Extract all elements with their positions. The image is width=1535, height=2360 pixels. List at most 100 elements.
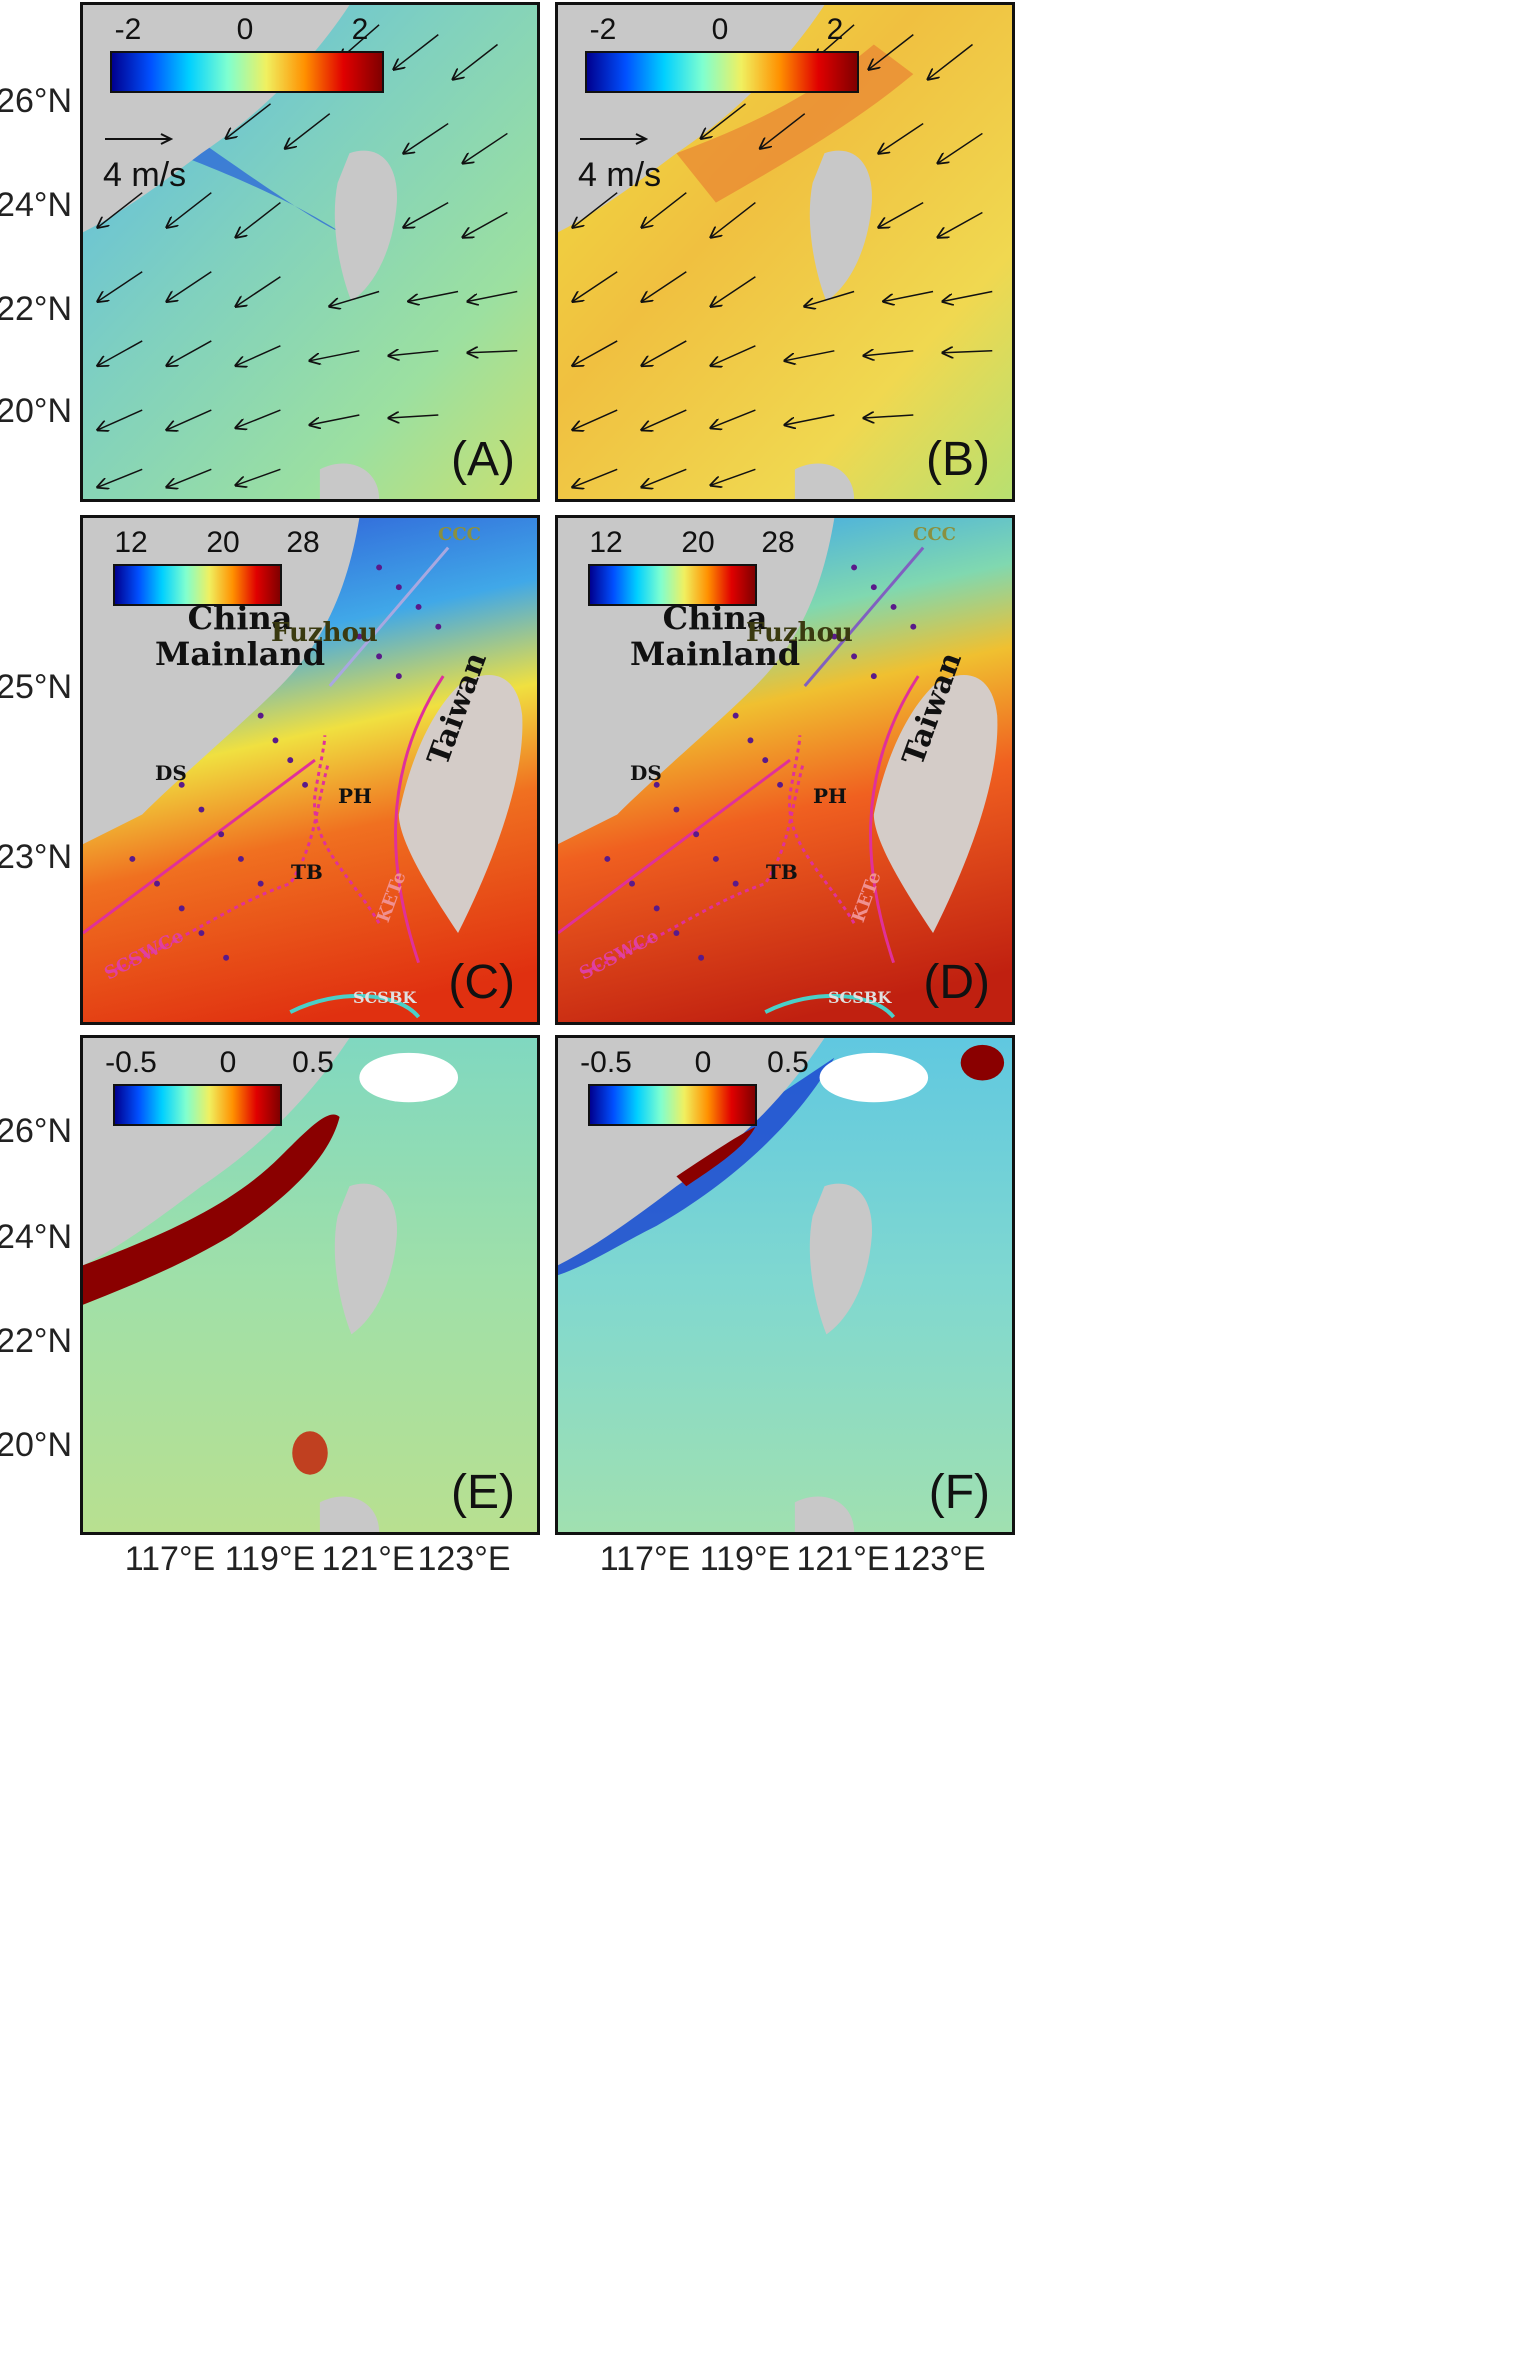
colorbar-tick: -2 bbox=[114, 13, 142, 46]
panel-f-taiwan bbox=[809, 1183, 872, 1335]
panel-f-luzon bbox=[794, 1496, 855, 1532]
panel-a-colorbar: -2 0 2 bbox=[110, 13, 390, 93]
ds-label: DS bbox=[630, 761, 662, 785]
lat-label: 25°N bbox=[0, 668, 72, 706]
scswce-arrow bbox=[83, 758, 316, 935]
panel-f-missing-data bbox=[819, 1052, 929, 1103]
colorbar-gradient bbox=[585, 51, 859, 93]
panel-e-positive-patch bbox=[292, 1431, 328, 1475]
panel-d-label: (D) bbox=[923, 956, 990, 1009]
tb-label: TB bbox=[766, 860, 798, 884]
tb-dotted-arrow bbox=[313, 735, 381, 924]
lon-label: 119°E bbox=[224, 1540, 316, 1578]
panel-b: -2 0 2 4 m/s (B) bbox=[555, 2, 1015, 502]
kete-arrow bbox=[869, 675, 920, 964]
ccc-arrow bbox=[803, 546, 925, 687]
panel-f-label: (F) bbox=[928, 1466, 990, 1519]
panel-e-label: (E) bbox=[451, 1466, 515, 1519]
panel-a-luzon bbox=[319, 463, 380, 499]
colorbar-tick: 0.5 bbox=[292, 1046, 334, 1079]
china-label: China bbox=[187, 599, 293, 637]
lon-label: 121°E bbox=[796, 1540, 890, 1578]
ccc-label: CCC bbox=[438, 524, 481, 545]
scsbk-arrow bbox=[289, 993, 421, 1019]
panel-a: -2 0 2 4 m/s (A) bbox=[80, 2, 540, 502]
colorbar-gradient bbox=[113, 564, 282, 606]
scale-arrow-icon bbox=[105, 133, 174, 145]
colorbar-tick: 0 bbox=[236, 13, 254, 46]
panel-e-missing-data bbox=[359, 1052, 459, 1103]
colorbar-tick: 0 bbox=[694, 1046, 712, 1079]
panel-f-colorbar: -0.5 0 0.5 bbox=[580, 1046, 868, 1126]
scsbk-label: SCSBK bbox=[353, 988, 417, 1007]
lon-label: 119°E bbox=[699, 1540, 791, 1578]
fuzhou-label: Fuzhou bbox=[746, 618, 853, 648]
scale-label: 4 m/s bbox=[103, 156, 187, 194]
lat-label: 22°N bbox=[0, 290, 72, 328]
panel-e-taiwan bbox=[334, 1183, 397, 1335]
colorbar-gradient bbox=[113, 1084, 282, 1126]
colorbar-tick: 12 bbox=[114, 526, 148, 559]
lat-label: 24°N bbox=[0, 186, 72, 224]
colorbar-tick: -0.5 bbox=[105, 1046, 157, 1079]
colorbar-tick: 12 bbox=[589, 526, 623, 559]
china-mainland-label: China Mainland bbox=[155, 600, 325, 672]
panel-f-positive-band bbox=[676, 1126, 756, 1187]
panel-a-wind-arrows bbox=[98, 24, 518, 487]
colorbar-tick: 0 bbox=[219, 1046, 237, 1079]
china-label: China bbox=[662, 599, 768, 637]
mainland-label: Mainland bbox=[630, 635, 801, 673]
lon-label: 123°E bbox=[417, 1540, 511, 1578]
colorbar-tick: 20 bbox=[681, 526, 715, 559]
panel-a-label: (A) bbox=[451, 433, 515, 486]
colorbar-tick: 28 bbox=[761, 526, 795, 559]
panel-c-stations bbox=[129, 564, 442, 961]
ccc-arrow bbox=[328, 546, 450, 687]
china-mainland-label: China Mainland bbox=[630, 600, 800, 672]
ds-label: DS bbox=[155, 761, 187, 785]
panel-a-scale: 4 m/s bbox=[103, 117, 186, 195]
scale-label: 4 m/s bbox=[578, 156, 662, 194]
panel-d: 12 20 28 China Mainland Fuzhou CCC DS PH… bbox=[555, 515, 1015, 1025]
colorbar-tick: 2 bbox=[826, 13, 844, 46]
lat-label: 24°N bbox=[0, 1218, 72, 1256]
colorbar-tick: 2 bbox=[351, 13, 369, 46]
colorbar-tick: 0.5 bbox=[767, 1046, 809, 1079]
panel-b-scale: 4 m/s bbox=[578, 117, 661, 195]
colorbar-tick: 0 bbox=[711, 13, 729, 46]
colorbar-tick: -2 bbox=[589, 13, 617, 46]
panel-d-taiwan bbox=[873, 674, 998, 934]
panel-b-taiwan bbox=[809, 150, 872, 302]
scsbk-arrow bbox=[764, 993, 896, 1019]
colorbar-tick: 20 bbox=[206, 526, 240, 559]
panel-c-colorbar: 12 20 28 bbox=[113, 526, 393, 606]
panel-b-luzon bbox=[794, 463, 855, 499]
panel-e-colorbar: -0.5 0 0.5 bbox=[105, 1046, 393, 1126]
lat-label: 20°N bbox=[0, 392, 72, 430]
mainland-label: Mainland bbox=[155, 635, 326, 673]
panel-b-colorbar: -2 0 2 bbox=[585, 13, 865, 93]
scsbk-label: SCSBK bbox=[828, 988, 892, 1007]
tb-label: TB bbox=[291, 860, 323, 884]
ph-label: PH bbox=[813, 784, 847, 808]
scswce-arrow bbox=[558, 758, 791, 935]
colorbar-gradient bbox=[110, 51, 384, 93]
panel-f-positive-patch bbox=[960, 1044, 1005, 1081]
panel-c-taiwan bbox=[398, 674, 523, 934]
panel-d-colorbar: 12 20 28 bbox=[588, 526, 868, 606]
panel-e-luzon bbox=[319, 1496, 380, 1532]
fuzhou-label: Fuzhou bbox=[271, 618, 378, 648]
panel-c: 12 20 28 China Mainland Fuzhou CCC DS PH… bbox=[80, 515, 540, 1025]
lat-label: 20°N bbox=[0, 1426, 72, 1464]
ph-label: PH bbox=[338, 784, 372, 808]
lon-label: 123°E bbox=[892, 1540, 986, 1578]
lon-label: 121°E bbox=[321, 1540, 415, 1578]
lat-label: 26°N bbox=[0, 1112, 72, 1150]
lat-label: 26°N bbox=[0, 82, 72, 120]
colorbar-tick: -0.5 bbox=[580, 1046, 632, 1079]
lat-label: 22°N bbox=[0, 1322, 72, 1360]
colorbar-gradient bbox=[588, 1084, 757, 1126]
panel-a-taiwan bbox=[334, 150, 397, 302]
ccc-label: CCC bbox=[913, 524, 956, 545]
lon-label: 117°E bbox=[599, 1540, 691, 1578]
